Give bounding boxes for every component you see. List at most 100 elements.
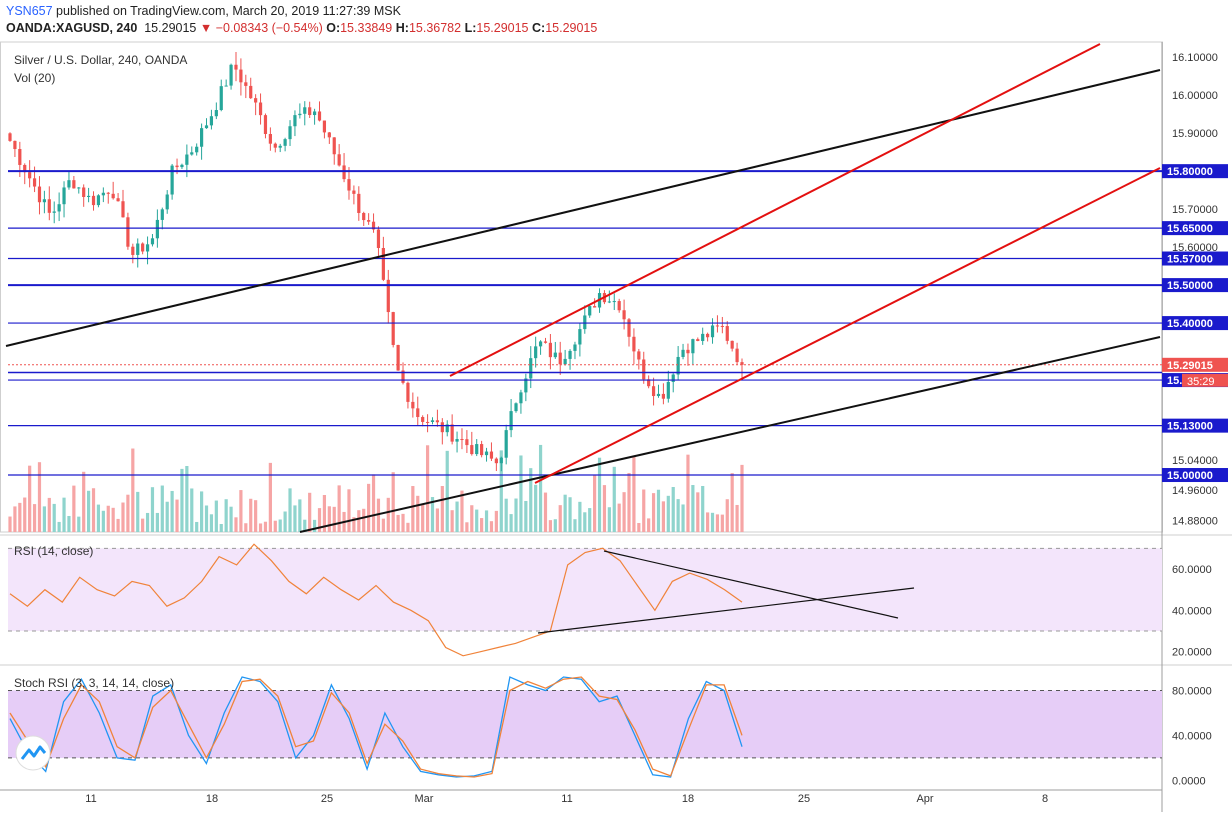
volume-bar bbox=[617, 503, 621, 532]
volume-bar bbox=[263, 521, 268, 532]
volume-bar bbox=[234, 517, 238, 532]
volume-bar bbox=[204, 505, 209, 532]
candle-body bbox=[72, 180, 76, 189]
volume-bar bbox=[480, 518, 484, 532]
volume-bar bbox=[141, 518, 145, 532]
price-pane-title: Silver / U.S. Dollar, 240, OANDA bbox=[14, 53, 187, 67]
candle-body bbox=[465, 439, 469, 446]
volume-bar bbox=[602, 485, 607, 532]
candle-body bbox=[175, 165, 179, 168]
volume-bar bbox=[735, 504, 739, 532]
stoch-band bbox=[8, 690, 1162, 758]
volume-bar bbox=[376, 498, 381, 532]
trend-black-line[interactable] bbox=[299, 336, 1161, 533]
volume-bar bbox=[308, 492, 312, 532]
volume-bar bbox=[23, 497, 27, 532]
candle-body bbox=[499, 457, 503, 464]
candle-body bbox=[558, 352, 562, 365]
candle-body bbox=[145, 244, 150, 252]
candle-body bbox=[475, 444, 479, 455]
candle-body bbox=[190, 152, 194, 155]
candle-body bbox=[504, 430, 508, 458]
candle-body bbox=[57, 204, 61, 212]
rsi-band bbox=[8, 548, 1162, 631]
trend-red-line[interactable] bbox=[534, 167, 1161, 484]
candle-body bbox=[101, 192, 105, 196]
open-label: O: bbox=[326, 21, 341, 35]
volume-bar bbox=[106, 505, 110, 532]
level-price-label: 15.40000 bbox=[1167, 318, 1213, 330]
stoch-d-line bbox=[9, 676, 743, 778]
volume-bar bbox=[254, 500, 258, 532]
close-label: C: bbox=[532, 21, 546, 35]
volume-bar bbox=[298, 499, 302, 532]
candle-body bbox=[47, 199, 51, 213]
candle-body bbox=[509, 411, 513, 431]
candle-body bbox=[303, 107, 307, 114]
volume-bar bbox=[13, 506, 17, 532]
candle-body bbox=[715, 325, 720, 327]
volume-bar bbox=[8, 516, 12, 532]
level-label-bg bbox=[1162, 278, 1228, 293]
open-value: 15.33849 bbox=[340, 21, 393, 35]
volume-bar bbox=[116, 518, 120, 532]
volume-bar bbox=[28, 465, 32, 532]
volume-bar bbox=[455, 501, 459, 532]
volume-bar bbox=[278, 519, 282, 532]
trend-black-line[interactable] bbox=[5, 69, 1161, 347]
candle-body bbox=[234, 64, 238, 70]
candle-body bbox=[150, 238, 155, 245]
candle-body bbox=[288, 126, 292, 140]
volume-bar bbox=[180, 468, 184, 532]
volume-bar bbox=[249, 498, 253, 532]
volume-bar bbox=[489, 521, 494, 532]
volume-bar bbox=[332, 506, 336, 532]
volume-bar bbox=[195, 521, 199, 532]
level-price-label: 15.65000 bbox=[1167, 223, 1213, 235]
candle-body bbox=[578, 329, 582, 345]
volume-bar bbox=[229, 506, 233, 532]
volume-bar bbox=[696, 492, 700, 532]
rsi-trend-line[interactable] bbox=[603, 550, 899, 619]
volume-bar bbox=[145, 512, 150, 532]
candle-body bbox=[249, 85, 253, 99]
publisher-line: YSN657 published on TradingView.com, Mar… bbox=[6, 4, 401, 18]
time-tick-label: 25 bbox=[321, 793, 333, 805]
volume-bar bbox=[647, 518, 651, 532]
candle-body bbox=[116, 198, 120, 202]
candle-body bbox=[696, 339, 700, 342]
volume-bar bbox=[72, 485, 76, 532]
volume-bar bbox=[312, 519, 317, 532]
candle-body bbox=[425, 421, 430, 423]
volume-label: Vol (20) bbox=[14, 71, 55, 85]
volume-bar bbox=[293, 505, 297, 532]
rsi-trend-line[interactable] bbox=[537, 587, 915, 634]
candle-body bbox=[136, 243, 140, 255]
candle-body bbox=[96, 195, 101, 206]
candle-body bbox=[406, 382, 410, 402]
volume-bar bbox=[622, 492, 626, 532]
volume-bar bbox=[529, 468, 533, 532]
volume-bar bbox=[322, 495, 327, 532]
candle-body bbox=[165, 194, 169, 210]
candle-body bbox=[244, 82, 248, 86]
candle-body bbox=[263, 115, 268, 135]
candle-body bbox=[568, 350, 572, 359]
publisher-username[interactable]: YSN657 bbox=[6, 4, 53, 18]
volume-bar bbox=[209, 514, 214, 532]
candle-body bbox=[87, 195, 91, 197]
trend-red-line[interactable] bbox=[449, 43, 1101, 377]
candle-body bbox=[337, 154, 341, 166]
volume-bar bbox=[676, 499, 680, 532]
candle-body bbox=[362, 212, 366, 221]
candle-body bbox=[622, 310, 626, 320]
candle-body bbox=[607, 301, 611, 303]
candle-body bbox=[583, 315, 587, 330]
volume-bar bbox=[199, 491, 204, 532]
candle-body bbox=[445, 424, 449, 433]
volume-bar bbox=[288, 488, 292, 532]
volume-bar bbox=[499, 450, 503, 532]
tradingview-logo[interactable] bbox=[15, 735, 51, 771]
volume-bar bbox=[67, 515, 71, 532]
